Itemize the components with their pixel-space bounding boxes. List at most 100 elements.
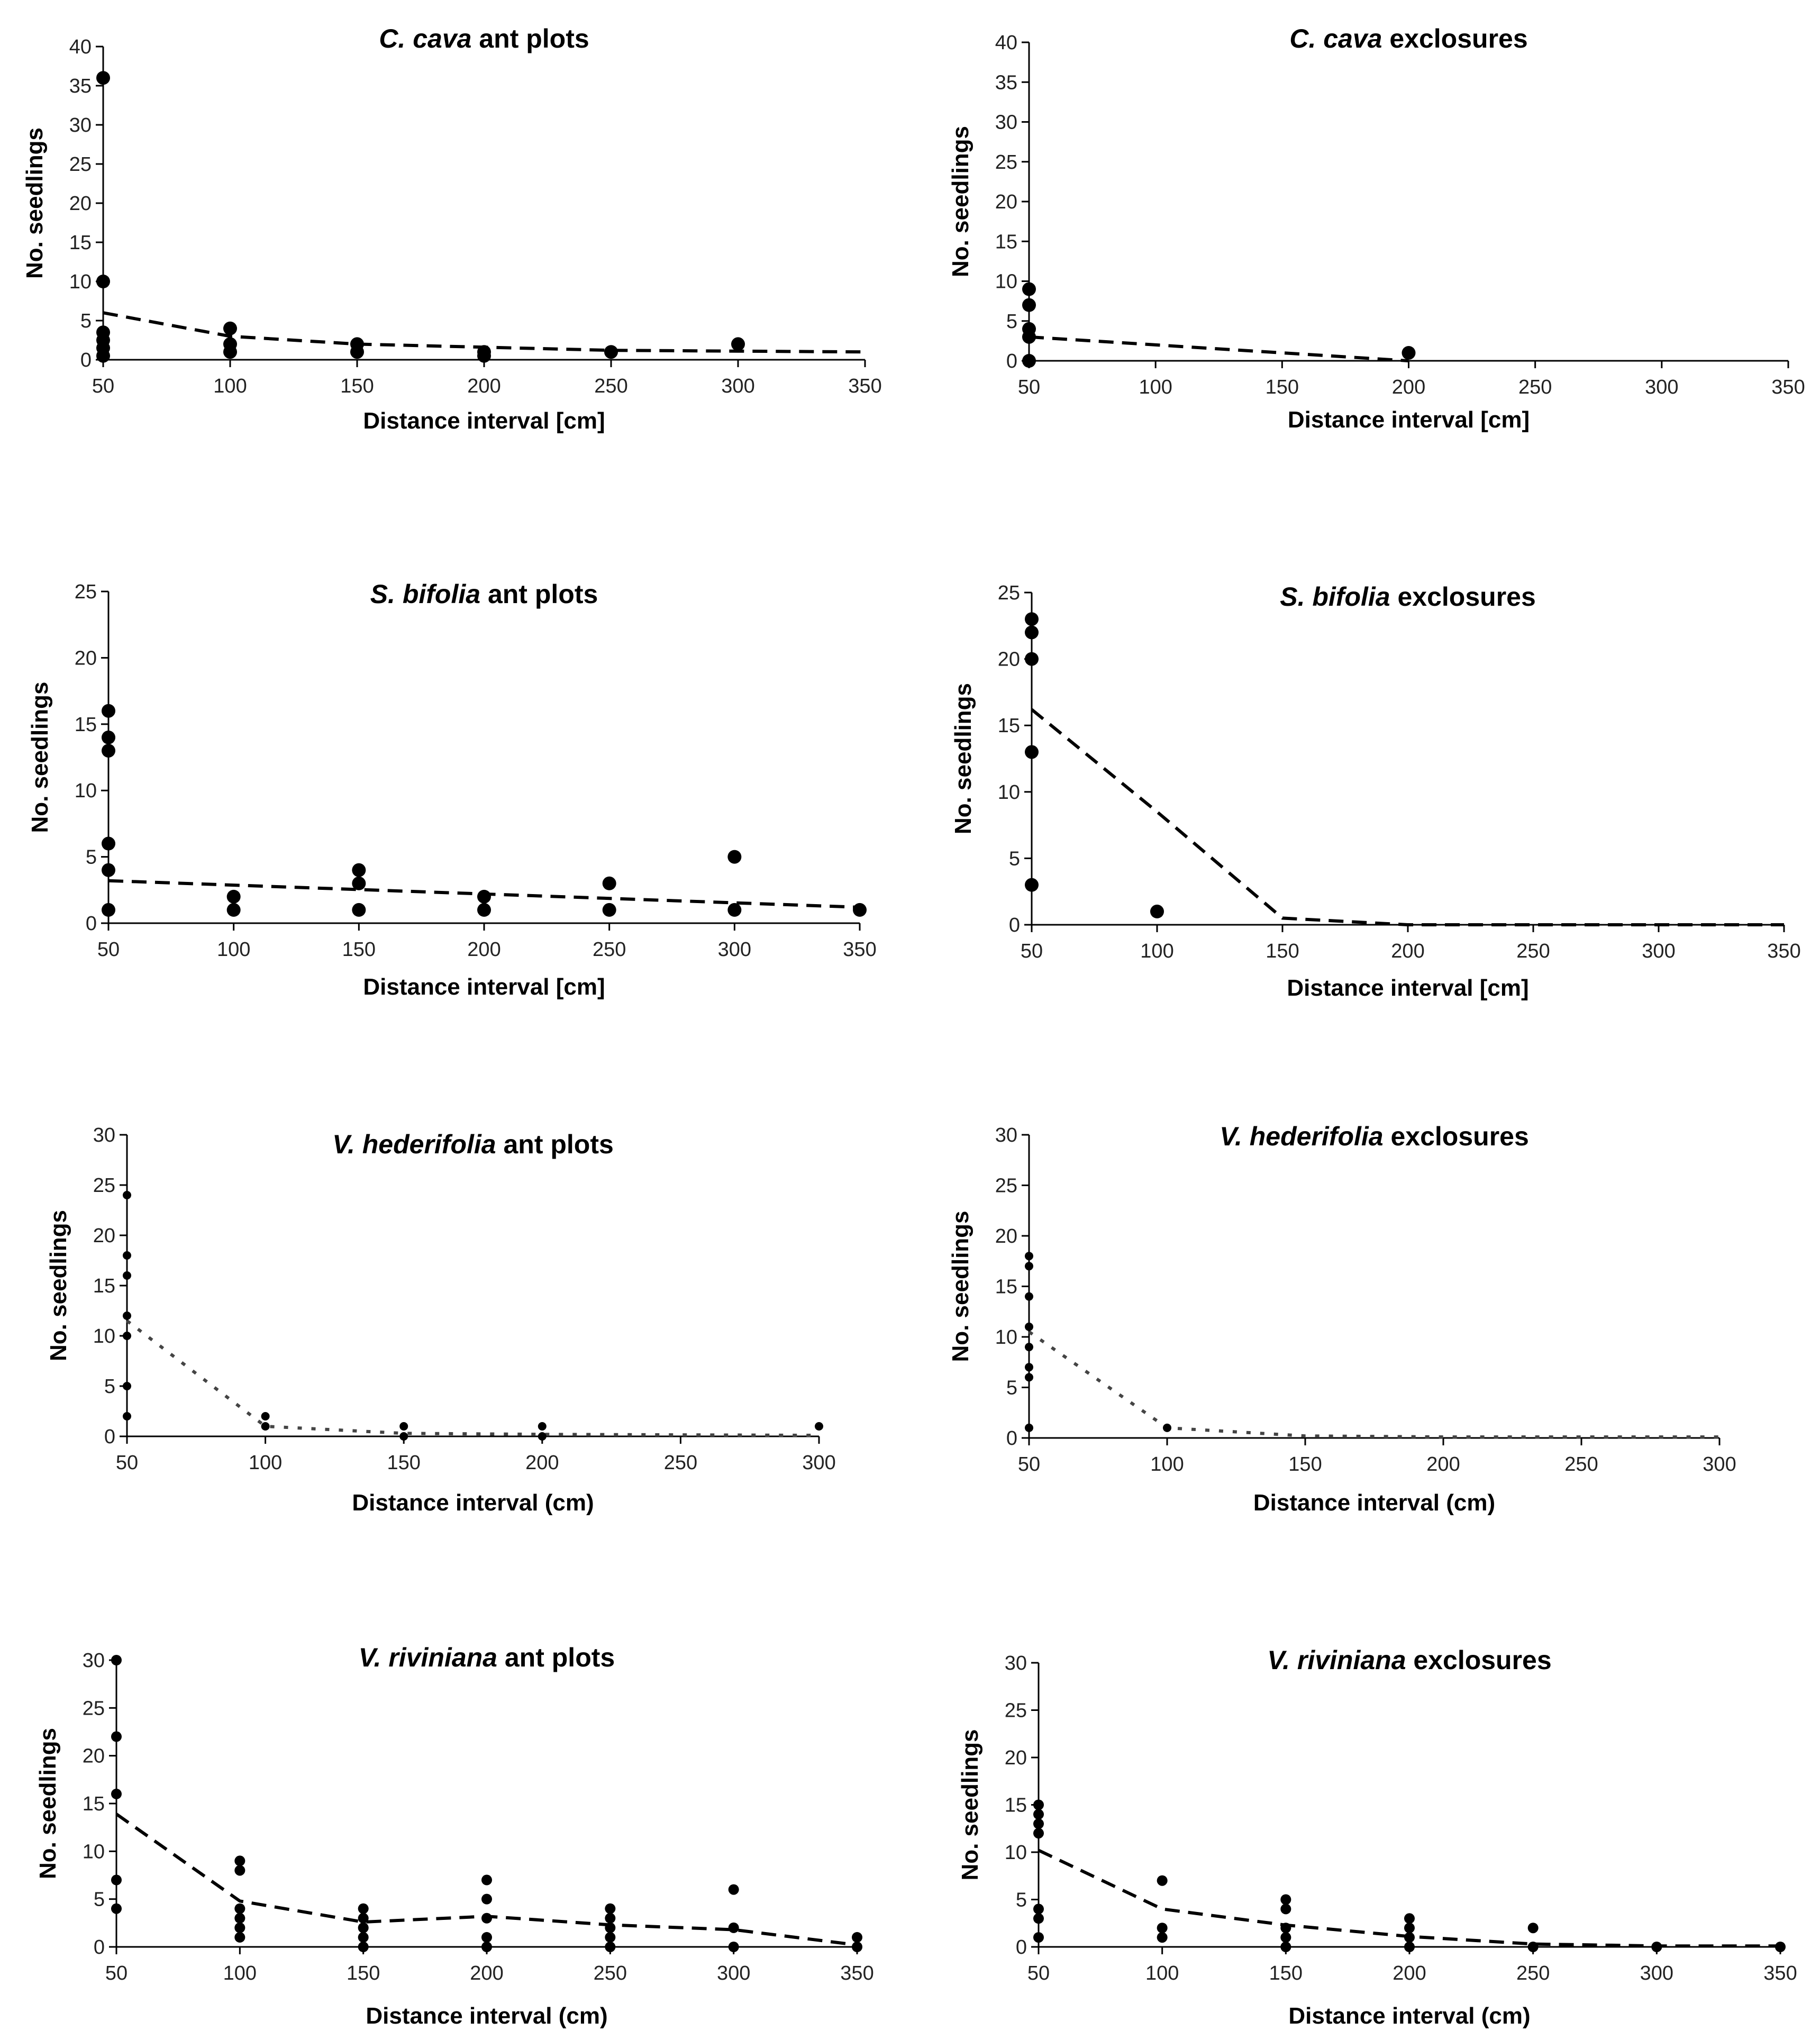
data-point [1022, 354, 1036, 368]
x-tick-label: 200 [1391, 940, 1424, 962]
y-axis-label: No. seedlings [948, 126, 973, 277]
trend-line [1031, 708, 1784, 926]
x-tick-label: 350 [848, 375, 881, 397]
data-point [350, 345, 364, 359]
y-tick-label: 25 [69, 153, 92, 176]
x-tick-label: 200 [1426, 1453, 1460, 1476]
chart-title: V. hederifolia ant plots [332, 1130, 614, 1159]
data-point [1404, 1923, 1415, 1934]
x-tick-label: 100 [1139, 376, 1172, 398]
data-point [815, 1422, 823, 1431]
data-point [853, 903, 867, 917]
data-point [538, 1422, 547, 1431]
y-tick-label: 25 [1005, 1700, 1027, 1722]
x-tick-label: 300 [718, 939, 751, 961]
data-point [96, 71, 110, 85]
x-tick-label: 50 [1018, 376, 1040, 398]
trend-line [126, 1319, 820, 1437]
data-point [1775, 1942, 1786, 1952]
y-tick-label: 5 [86, 846, 97, 869]
chart-panel-3: 0 5 10 15 20 25 50 100 150 200 250 300 350 S. bifolia… [27, 579, 877, 1000]
y-tick-label: 15 [1005, 1795, 1027, 1817]
data-point [481, 1912, 492, 1924]
data-point [96, 349, 110, 363]
x-axis-label: Distance interval (cm) [1253, 1490, 1495, 1516]
y-tick-label: 30 [1005, 1652, 1027, 1674]
data-point [481, 1893, 492, 1905]
y-tick-label: 25 [995, 151, 1017, 174]
data-point [123, 1312, 131, 1320]
x-tick-label: 50 [92, 375, 114, 397]
y-tick-label: 15 [75, 714, 97, 736]
data-point [602, 876, 616, 890]
y-tick-label: 15 [93, 1275, 115, 1297]
y-tick-label: 20 [995, 191, 1017, 213]
x-tick-label: 250 [594, 375, 627, 397]
y-tick-label: 0 [1009, 914, 1020, 936]
y-tick-label: 15 [995, 231, 1017, 253]
y-tick-label: 15 [83, 1793, 105, 1815]
y-axis-label: No. seedlings [22, 128, 48, 279]
data-point [605, 1912, 616, 1924]
x-tick-label: 300 [717, 1962, 750, 1984]
y-tick-label: 5 [94, 1889, 105, 1911]
data-point [261, 1412, 270, 1420]
data-point [1033, 1799, 1044, 1810]
data-point [605, 1922, 616, 1933]
y-tick-label: 5 [1016, 1889, 1027, 1911]
data-point [852, 1932, 862, 1943]
chart-title: C. cava exclosures [1289, 24, 1527, 53]
x-tick-label: 300 [721, 375, 754, 397]
data-point [1033, 1913, 1044, 1924]
data-point [223, 345, 237, 359]
y-tick-label: 20 [69, 193, 92, 215]
y-tick-label: 20 [83, 1745, 105, 1768]
data-point [102, 836, 115, 851]
x-axis-label: Distance interval [cm] [363, 408, 605, 434]
data-point [358, 1922, 369, 1933]
x-axis-label: Distance interval (cm) [1288, 2003, 1530, 2029]
data-point [102, 903, 115, 917]
y-tick-label: 5 [80, 310, 92, 332]
data-point [728, 1922, 739, 1933]
data-point [358, 1912, 369, 1924]
data-point [1033, 1818, 1044, 1829]
x-tick-label: 150 [1269, 1962, 1303, 1984]
x-tick-label: 150 [342, 939, 376, 961]
y-tick-label: 15 [995, 1276, 1017, 1298]
x-tick-label: 100 [213, 375, 247, 397]
data-point [1022, 282, 1036, 296]
data-point [96, 275, 110, 288]
data-point [123, 1382, 131, 1390]
data-point [102, 863, 115, 877]
y-tick-label: 10 [75, 780, 97, 802]
y-tick-label: 0 [1006, 350, 1017, 372]
data-point [1033, 1904, 1044, 1915]
data-point [1402, 345, 1416, 360]
data-point [1025, 612, 1039, 626]
data-point [123, 1412, 131, 1420]
x-tick-label: 200 [470, 1962, 503, 1984]
data-point [111, 1903, 122, 1914]
chart-title: V. hederifolia exclosures [1220, 1122, 1529, 1151]
y-tick-label: 35 [69, 75, 92, 97]
y-tick-label: 30 [995, 1124, 1017, 1146]
data-point [102, 730, 115, 744]
data-point [1280, 1942, 1291, 1952]
data-point [538, 1432, 547, 1441]
x-tick-label: 250 [1564, 1453, 1598, 1476]
x-tick-label: 100 [217, 939, 250, 961]
x-tick-label: 100 [1140, 940, 1173, 962]
data-point [477, 889, 491, 904]
x-tick-label: 200 [1393, 1962, 1426, 1984]
x-tick-label: 250 [593, 939, 626, 961]
y-tick-label: 10 [995, 271, 1017, 293]
x-tick-label: 300 [1645, 376, 1678, 398]
chart-title: C. cava ant plots [379, 24, 589, 53]
data-point [728, 1884, 739, 1895]
y-tick-label: 15 [69, 232, 92, 254]
data-point [1280, 1923, 1291, 1934]
x-tick-label: 200 [467, 939, 501, 961]
y-axis-label: No. seedlings [35, 1728, 61, 1879]
chart-panel-1: 0 5 10 15 20 25 30 35 40 50 100 150 200 250 300 350 C. c… [22, 24, 882, 434]
